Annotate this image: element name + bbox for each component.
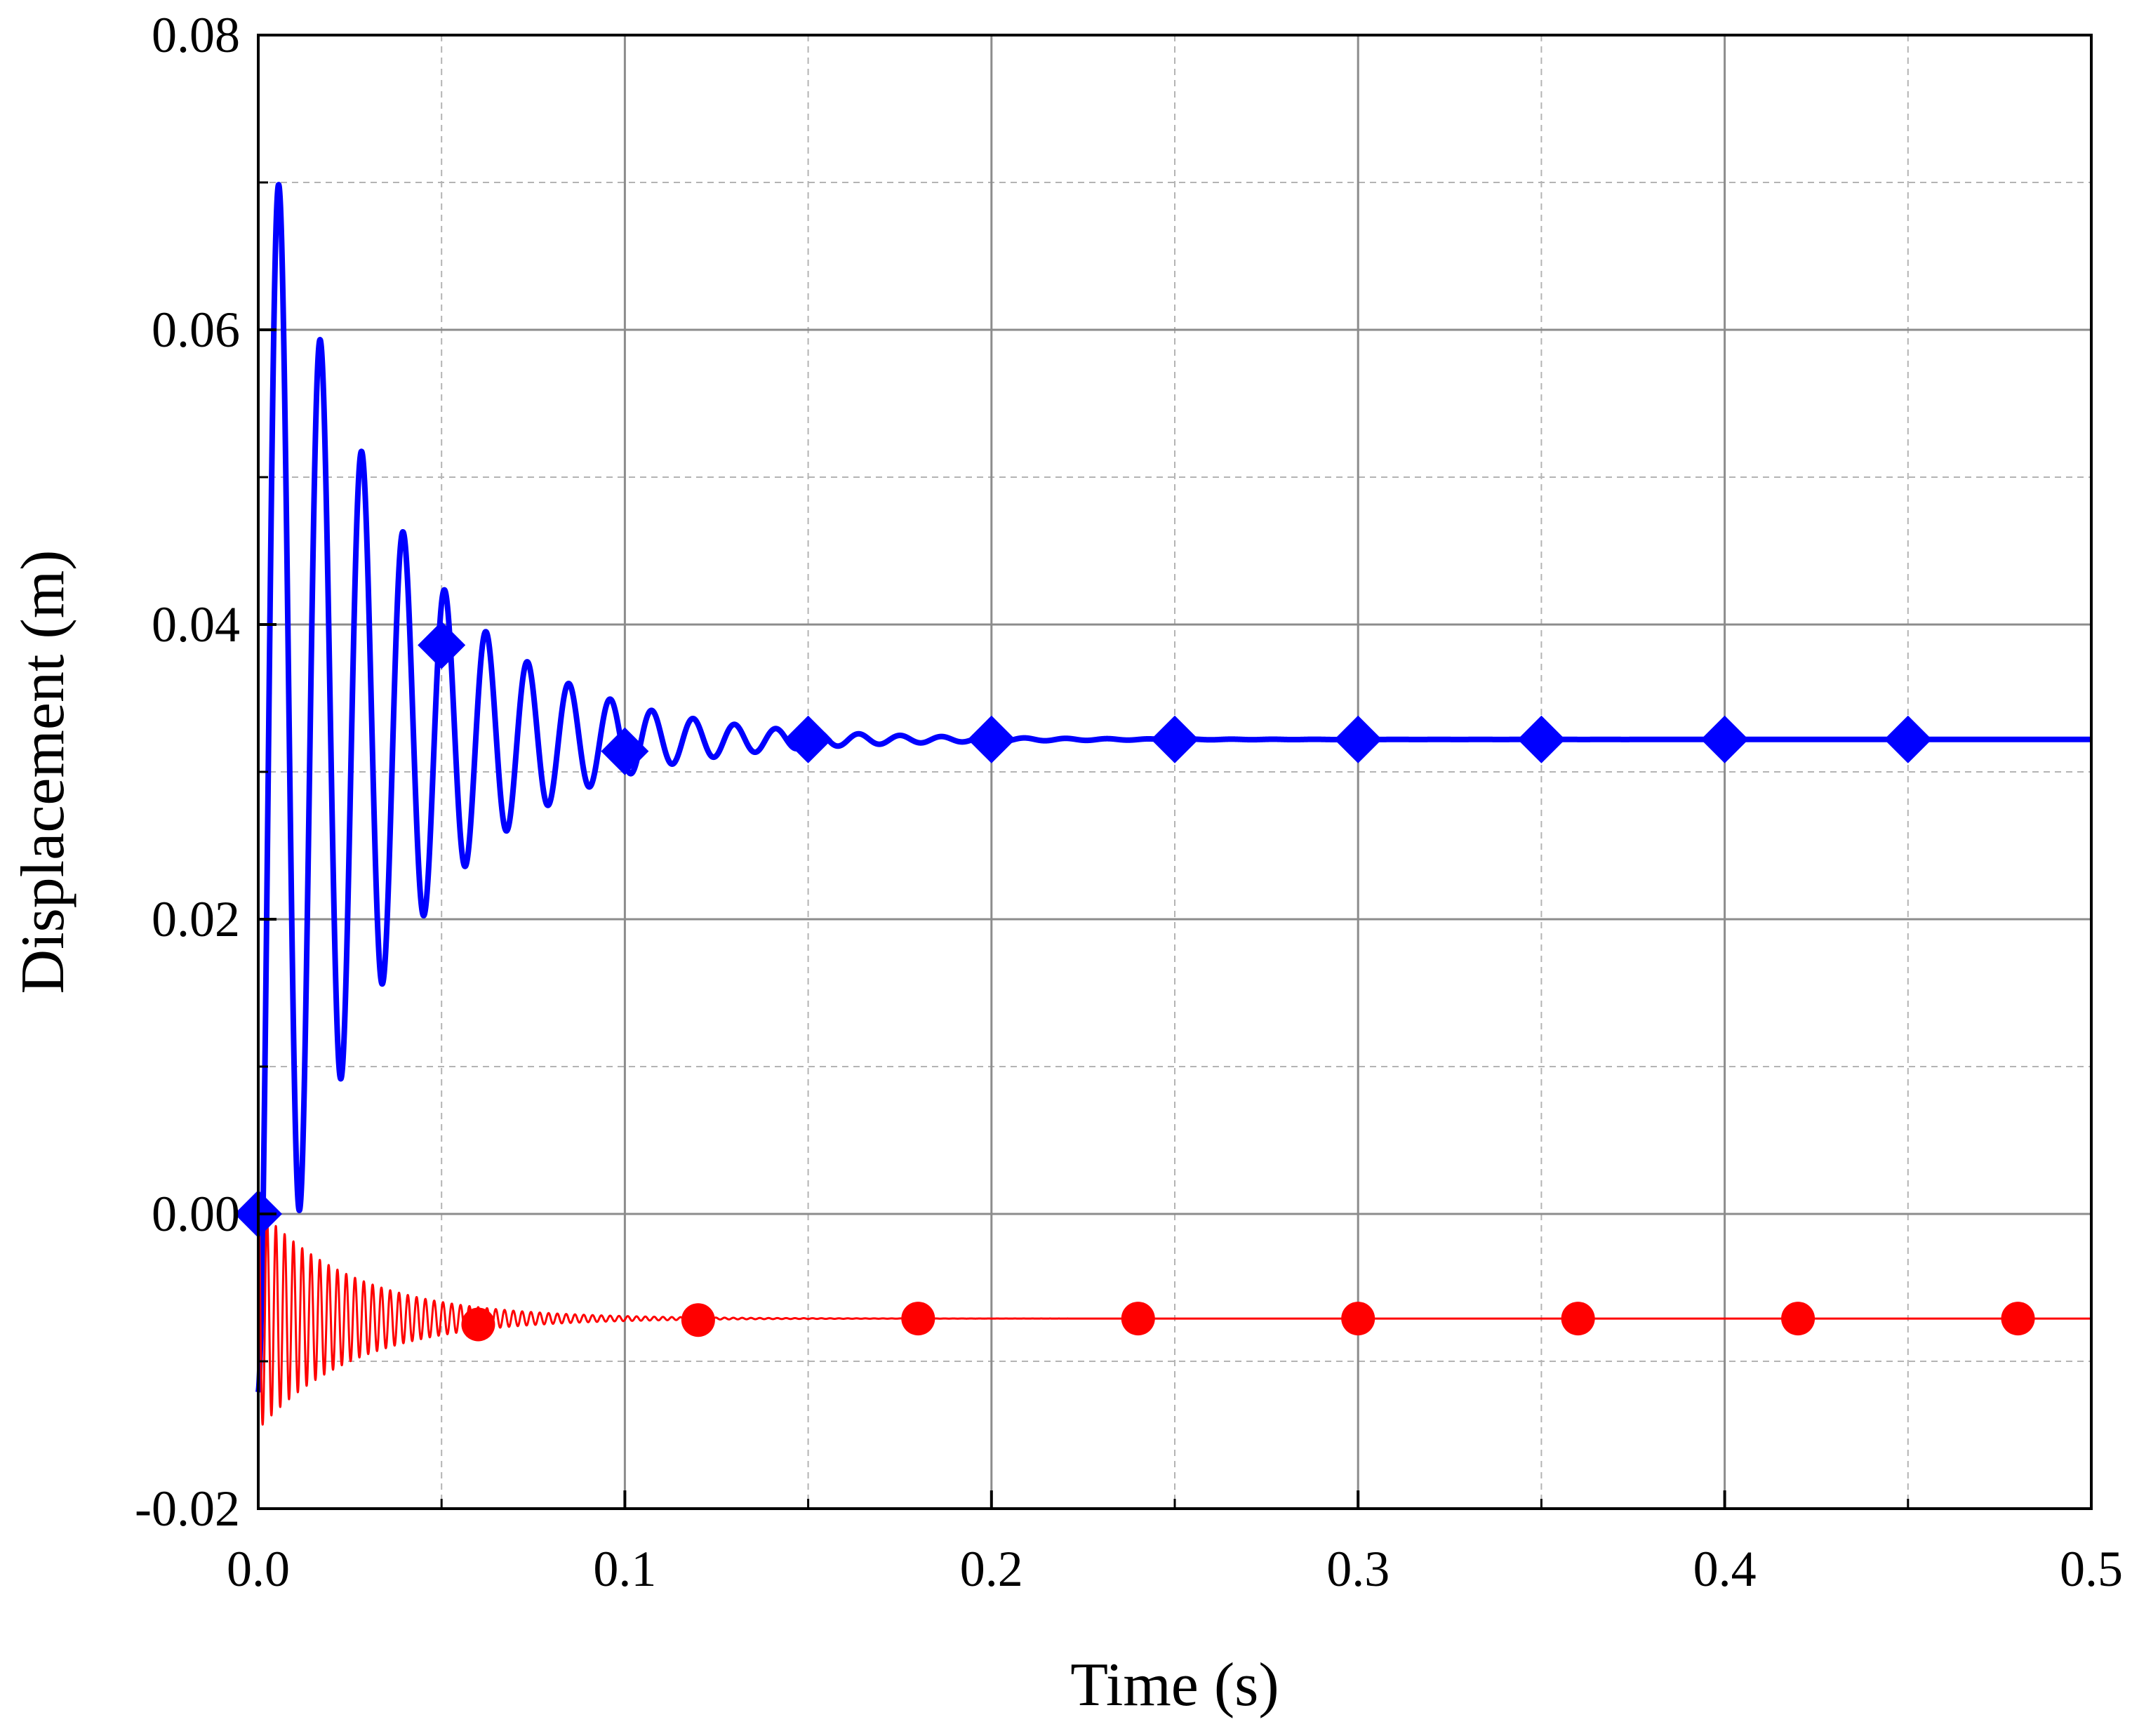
y-axis-title: Displacement (m) bbox=[9, 550, 77, 994]
circle-marker bbox=[901, 1302, 935, 1336]
circle-marker bbox=[461, 1307, 495, 1342]
circle-marker bbox=[1561, 1302, 1595, 1336]
x-tick-label: 0.3 bbox=[1326, 1541, 1390, 1597]
circle-marker bbox=[1781, 1302, 1815, 1336]
series-markers bbox=[234, 621, 2035, 1342]
y-tick-label: -0.02 bbox=[135, 1481, 240, 1537]
diamond-marker bbox=[418, 621, 466, 669]
diamond-marker bbox=[1517, 715, 1566, 763]
circle-marker bbox=[2001, 1302, 2035, 1336]
x-tick-label: 0.5 bbox=[2060, 1541, 2123, 1597]
y-tick-label: 0.00 bbox=[152, 1186, 240, 1242]
x-tick-label: 0.4 bbox=[1693, 1541, 1757, 1597]
diamond-marker bbox=[1151, 715, 1199, 763]
x-axis-title: Time (s) bbox=[1070, 1651, 1279, 1719]
diamond-marker bbox=[601, 727, 649, 775]
diamond-marker bbox=[1334, 715, 1383, 763]
grid bbox=[258, 35, 2091, 1509]
circle-marker bbox=[681, 1303, 715, 1337]
y-tick-label: 0.02 bbox=[152, 891, 240, 947]
y-tick-label: 0.08 bbox=[152, 7, 240, 63]
diamond-marker bbox=[967, 715, 1015, 763]
diamond-marker bbox=[784, 715, 832, 763]
diamond-marker bbox=[1884, 715, 1932, 763]
axis-ticks bbox=[257, 34, 2093, 1510]
diamond-marker bbox=[1700, 715, 1749, 763]
tick-labels: 0.0 0.1 0.2 0.3 0.4 0.5 -0.02 0.00 0.02 0.04 0.06 0… bbox=[135, 7, 2123, 1597]
y-tick-label: 0.06 bbox=[152, 302, 240, 358]
x-tick-label: 0.2 bbox=[960, 1541, 1023, 1597]
y-tick-label: 0.04 bbox=[152, 596, 240, 653]
x-tick-label: 0.0 bbox=[227, 1541, 290, 1597]
circle-marker bbox=[1341, 1302, 1375, 1336]
circle-marker bbox=[1121, 1302, 1155, 1336]
x-tick-label: 0.1 bbox=[593, 1541, 656, 1597]
